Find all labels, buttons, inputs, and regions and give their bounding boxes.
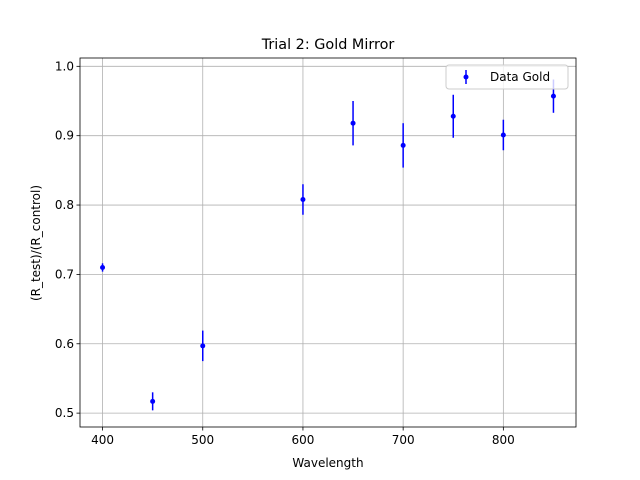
x-axis-label: Wavelength	[292, 456, 363, 470]
chart-title: Trial 2: Gold Mirror	[261, 37, 395, 53]
x-tick-label: 700	[392, 433, 415, 447]
plot-frame	[79, 57, 577, 428]
data-point	[200, 343, 206, 349]
data-point	[350, 120, 356, 126]
data-point	[100, 264, 106, 270]
data-point	[500, 132, 506, 138]
legend-label: Data Gold	[490, 70, 550, 84]
y-tick-label: 1.0	[55, 59, 74, 73]
y-tick-label: 0.8	[55, 198, 74, 212]
data-point	[300, 196, 306, 202]
data-point	[150, 398, 156, 404]
y-tick-label: 0.6	[55, 337, 74, 351]
legend-marker	[463, 74, 469, 80]
y-tick-label: 0.7	[55, 267, 74, 281]
data-point	[400, 142, 406, 148]
y-tick-label: 0.5	[55, 406, 74, 420]
legend-box	[445, 64, 569, 90]
x-tick-label: 500	[191, 433, 214, 447]
data-point	[450, 113, 456, 119]
y-axis-label: (R_test)/(R_control)	[29, 185, 43, 301]
x-tick-label: 800	[492, 433, 515, 447]
data-point	[550, 93, 556, 99]
y-tick-label: 0.9	[55, 129, 74, 143]
x-tick-label: 400	[91, 433, 114, 447]
x-tick-label: 600	[291, 433, 314, 447]
